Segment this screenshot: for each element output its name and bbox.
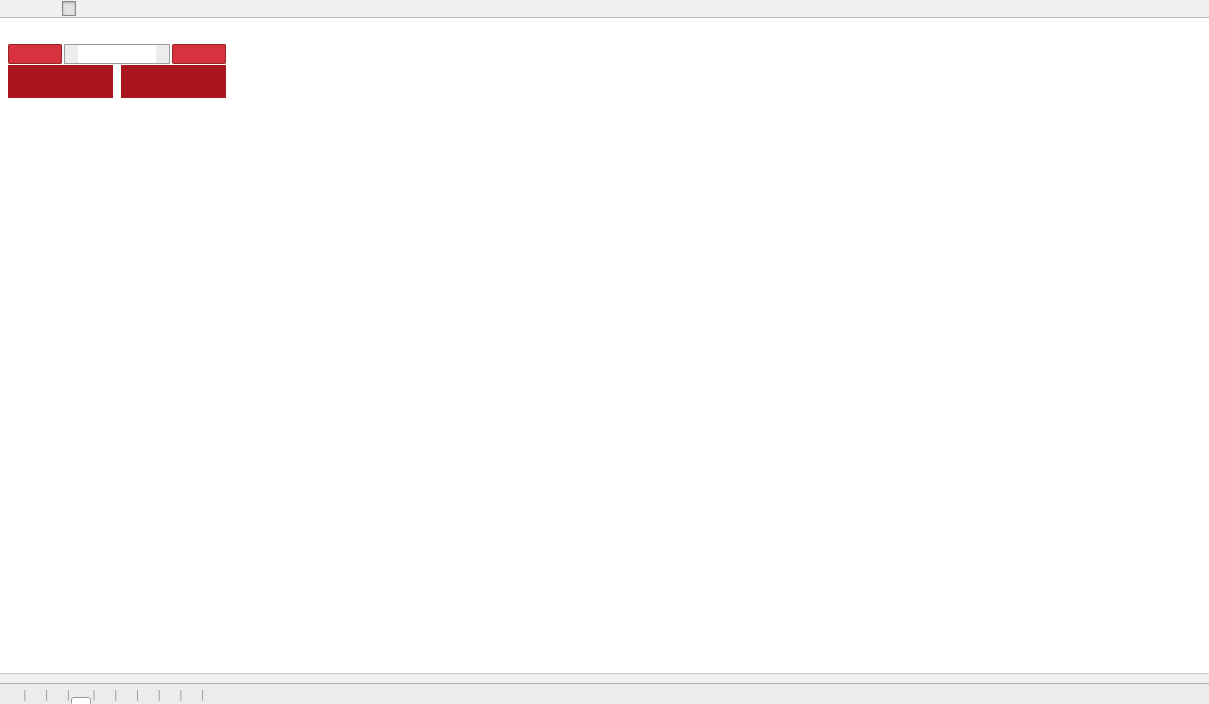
chart-tab-ukoil-h1[interactable] [119,698,135,704]
tab-separator: | [135,688,140,701]
chart-tab-usdchf-h4[interactable] [49,698,65,704]
tab-separator: | [200,688,205,701]
tab-separator: | [157,688,162,701]
chart-tab-gbpusd-h1[interactable] [205,698,221,704]
chart-tab-xauusd-h1[interactable] [184,698,200,704]
chart-tab-audusd-daily[interactable] [28,698,44,704]
chart-tab-usdx-h1[interactable] [162,698,178,704]
timeframe-button-H1[interactable] [32,1,46,16]
sell-price-display[interactable] [8,65,113,98]
one-click-trading-panel [8,44,226,98]
timeframe-button-D1[interactable] [62,1,76,16]
chart-tab-eurusd-h4[interactable] [6,698,22,704]
volume-input[interactable] [78,45,156,63]
tab-separator: | [113,688,118,701]
price-chart-canvas[interactable] [0,18,1209,678]
tab-separator: | [179,688,183,701]
tab-separator: | [66,688,71,701]
chart-window [0,18,1209,678]
horizontal-scrollbar[interactable] [0,673,1209,683]
tab-separator: | [44,688,49,701]
volume-decrease-button[interactable] [65,45,78,63]
tab-separator: | [92,688,96,701]
sell-button[interactable] [8,44,62,64]
chart-tab-usdcad-daily[interactable] [71,697,92,704]
tab-separator: | [23,688,27,701]
timeframe-button-M30[interactable] [17,1,31,16]
buy-price-display[interactable] [121,65,226,98]
timeframe-button-H4[interactable] [47,1,61,16]
volume-spinner [64,44,170,64]
chart-tab-bar: | | | | | | | | | [0,683,1209,704]
buy-button[interactable] [172,44,226,64]
timeframe-button-5[interactable] [2,1,16,16]
chart-tab-dj30-h1[interactable] [140,698,156,704]
volume-increase-button[interactable] [156,45,169,63]
timeframe-button-W1[interactable] [77,1,91,16]
chart-tab-usdcnh-daily[interactable] [97,698,113,704]
timeframe-toolbar [0,0,1209,18]
timeframe-button-MN[interactable] [92,1,106,16]
